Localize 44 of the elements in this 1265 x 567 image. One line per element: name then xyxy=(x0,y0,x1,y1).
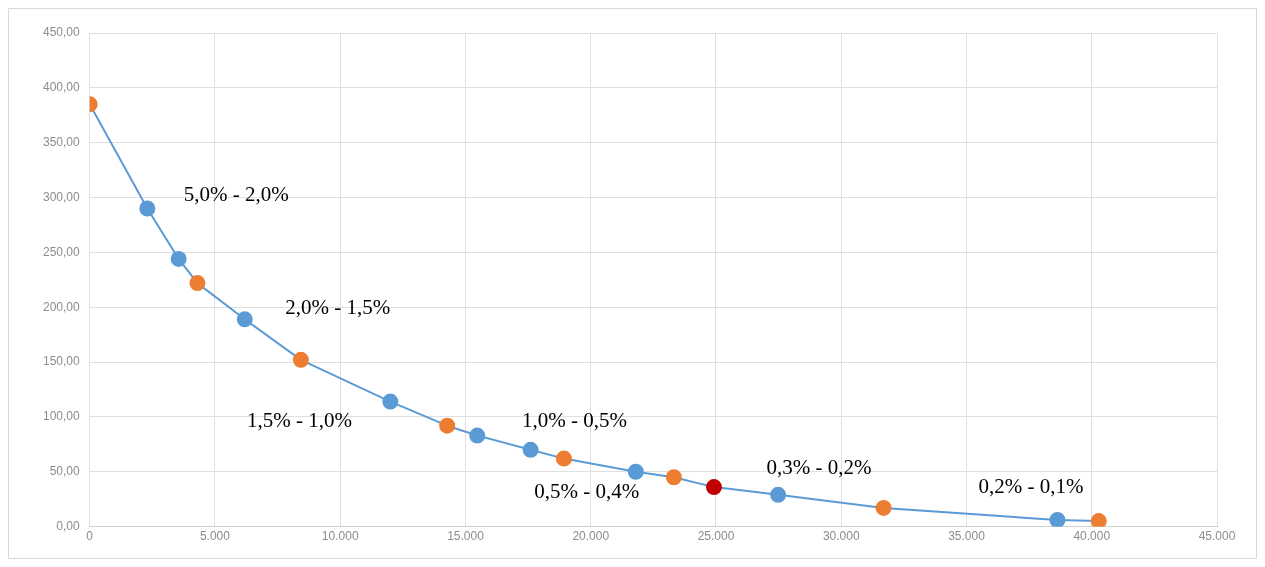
x-tick-label: 35.000 xyxy=(948,529,986,544)
point xyxy=(439,417,456,434)
point xyxy=(875,499,892,516)
annotation: 5,0% - 2,0% xyxy=(183,181,289,206)
x-tick-label: 40.000 xyxy=(1073,529,1111,544)
x-tick-label: 5.000 xyxy=(199,529,231,544)
x-tick-label: 10.000 xyxy=(321,529,359,544)
point xyxy=(555,450,572,467)
point xyxy=(1090,513,1107,527)
x-tick-label: 30.000 xyxy=(822,529,860,544)
x-tick-label: 45.000 xyxy=(1198,529,1236,544)
point xyxy=(522,441,539,458)
y-tick-label: 250,00 xyxy=(43,244,81,259)
y-tick-label: 450,00 xyxy=(43,25,81,40)
annotation: 1,5% - 1,0% xyxy=(246,407,352,432)
point xyxy=(770,486,787,503)
point xyxy=(705,479,722,496)
y-tick-label: 400,00 xyxy=(43,80,81,95)
annotation: 0,5% - 0,4% xyxy=(534,478,640,503)
point xyxy=(627,463,644,480)
point xyxy=(469,427,486,444)
point xyxy=(382,393,399,410)
x-tick-label: 20.000 xyxy=(572,529,610,544)
point xyxy=(1049,512,1066,527)
x-tick-label: 15.000 xyxy=(447,529,485,544)
annotation: 2,0% - 1,5% xyxy=(285,294,391,319)
y-tick-label: 350,00 xyxy=(43,135,81,149)
y-tick-label: 50,00 xyxy=(49,464,81,479)
point xyxy=(292,351,309,368)
point xyxy=(665,469,682,486)
point xyxy=(189,275,206,292)
annotation: 0,3% - 0,2% xyxy=(766,454,872,479)
y-tick-label: 150,00 xyxy=(43,354,81,369)
y-tick-label: 100,00 xyxy=(43,409,81,424)
y-tick-label: 200,00 xyxy=(43,299,81,314)
x-tick-label: 25.000 xyxy=(697,529,735,544)
point xyxy=(236,311,253,328)
point xyxy=(170,250,187,267)
point xyxy=(139,200,156,217)
y-tick-label: 300,00 xyxy=(43,189,81,204)
y-tick-label: 0,00 xyxy=(56,518,81,533)
annotation: 0,2% - 0,1% xyxy=(978,474,1084,499)
x-tick-label: 0 xyxy=(86,529,94,544)
annotation: 1,0% - 0,5% xyxy=(521,407,627,432)
